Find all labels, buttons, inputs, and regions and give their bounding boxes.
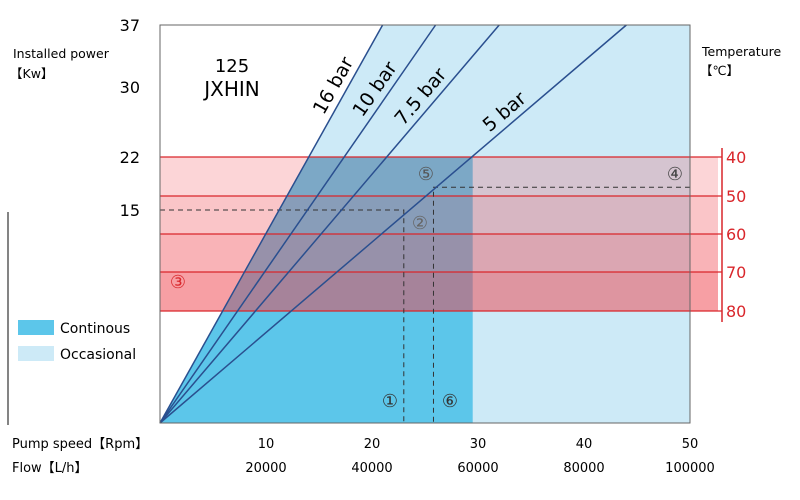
- marker-2: ②: [412, 213, 428, 234]
- legend-label-occasional: Occasional: [60, 347, 136, 363]
- legend-swatch-occasional: [18, 346, 54, 361]
- x-tick-speed: 30: [470, 437, 487, 452]
- x-tick-flow: 20000: [245, 461, 286, 476]
- y-left-tick: 37: [120, 16, 140, 35]
- pressure-line: [159, 24, 500, 424]
- pressure-line: [159, 24, 627, 424]
- y-right-tick: 60: [726, 225, 746, 244]
- y-right-tick: 40: [726, 148, 746, 167]
- x-tick-speed: 50: [682, 437, 699, 452]
- x-tick-speed: 40: [576, 437, 593, 452]
- legend-label-continuous: Continous: [60, 321, 130, 337]
- marker-6: ⑥: [442, 391, 458, 412]
- marker-1: ①: [382, 391, 398, 412]
- y-left-tick: 15: [120, 201, 140, 220]
- y-right-tick: 50: [726, 187, 746, 206]
- y-right-label-1: Temperature: [701, 44, 781, 59]
- reference-dashed-line: [160, 209, 405, 423]
- temperature-band: [160, 272, 718, 311]
- y-left-label-2: 【Kw】: [10, 66, 53, 81]
- marker-4: ④: [667, 164, 683, 185]
- x-tick-flow: 80000: [563, 461, 604, 476]
- x-tick-speed: 20: [364, 437, 381, 452]
- y-right-tick: 80: [726, 302, 746, 321]
- temperature-band: [160, 234, 718, 272]
- legend-swatch-continuous: [18, 320, 54, 335]
- reference-dashed-line: [432, 186, 690, 423]
- pressure-line: [159, 24, 384, 424]
- pressure-line: [159, 24, 437, 424]
- y-right-tick: 70: [726, 263, 746, 282]
- chart-title-line2: JXHIN: [202, 77, 260, 101]
- temperature-band: [160, 196, 718, 234]
- x-tick-flow: 40000: [351, 461, 392, 476]
- x-row-label-flow: Flow【L/h】: [12, 461, 88, 476]
- x-tick-flow: 60000: [457, 461, 498, 476]
- x-tick-speed: 10: [258, 437, 275, 452]
- y-left-label-1: Installed power: [13, 46, 110, 61]
- x-row-label-speed: Pump speed【Rpm】: [12, 437, 148, 452]
- marker-3: ③: [170, 272, 186, 293]
- chart-title-line1: 125: [215, 56, 249, 77]
- temperature-band: [160, 157, 718, 196]
- y-left-tick: 22: [120, 148, 140, 167]
- y-right-label-2: 【℃】: [700, 63, 739, 78]
- marker-5: ⑤: [418, 164, 434, 185]
- y-left-tick: 30: [120, 78, 140, 97]
- x-tick-flow: 100000: [665, 461, 715, 476]
- plot-frame: [159, 24, 691, 424]
